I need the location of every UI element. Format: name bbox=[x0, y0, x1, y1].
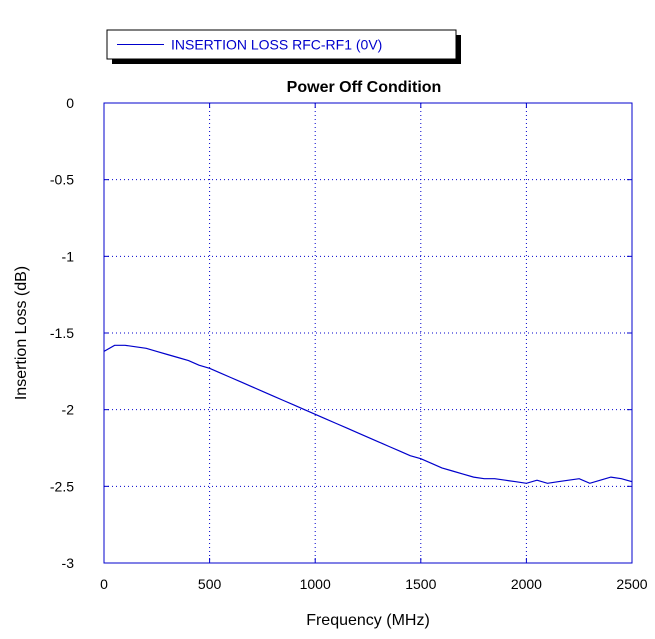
y-tick-label: -0.5 bbox=[50, 172, 74, 188]
x-axis-ticks: 0 500 1000 1500 2000 2500 bbox=[100, 576, 648, 592]
x-tick-label: 0 bbox=[100, 576, 108, 592]
x-tick-label: 1500 bbox=[405, 576, 436, 592]
tick-marks bbox=[103, 102, 633, 564]
x-tick-label: 500 bbox=[198, 576, 222, 592]
series-line bbox=[103, 344, 633, 484]
y-tick-label: -1.5 bbox=[50, 325, 74, 341]
y-axis-label: Insertion Loss (dB) bbox=[13, 266, 30, 400]
y-tick-label: -3 bbox=[62, 555, 75, 571]
x-tick-label: 1000 bbox=[300, 576, 331, 592]
legend-label: INSERTION LOSS RFC-RF1 (0V) bbox=[171, 37, 382, 53]
x-tick-label: 2500 bbox=[616, 576, 647, 592]
y-axis-ticks: 0 -0.5 -1 -1.5 -2 -2.5 -3 bbox=[50, 95, 74, 571]
series-layer bbox=[103, 344, 633, 484]
x-tick-label: 2000 bbox=[511, 576, 542, 592]
legend: INSERTION LOSS RFC-RF1 (0V) bbox=[106, 29, 461, 64]
y-tick-label: -2 bbox=[62, 402, 75, 418]
y-tick-label: -1 bbox=[62, 248, 75, 264]
y-tick-label: 0 bbox=[66, 95, 74, 111]
grid-lines bbox=[104, 103, 632, 563]
chart-title: Power Off Condition bbox=[287, 79, 442, 96]
legend-box bbox=[106, 29, 457, 60]
y-tick-label: -2.5 bbox=[50, 478, 74, 494]
x-axis-label: Frequency (MHz) bbox=[306, 612, 430, 629]
